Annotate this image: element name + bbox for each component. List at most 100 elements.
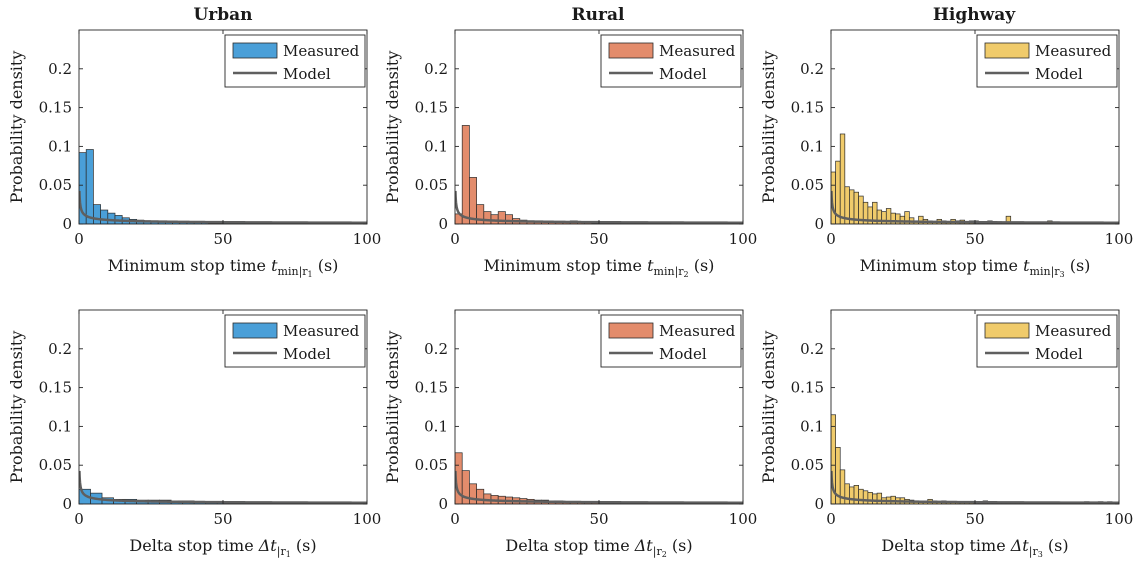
x-tick-label: 50: [965, 230, 984, 248]
y-tick-label: 0.15: [39, 379, 72, 397]
histogram-bar: [505, 214, 513, 224]
histogram-bar: [876, 492, 883, 504]
y-tick-label: 0.15: [791, 379, 824, 397]
y-tick-label: 0: [62, 215, 72, 233]
x-axis-label: Minimum stop time tmin|r3 (s): [860, 256, 1091, 279]
y-tick-label: 0.05: [39, 176, 72, 194]
x-tick-label: 100: [729, 510, 758, 528]
panel-highway-delta: 0 0.05 0.1 0.15 0.2 0 50 100 Probability density…: [759, 309, 1133, 559]
histogram-bar: [469, 483, 477, 504]
y-tick-label: 0: [438, 495, 448, 513]
histogram-bar: [107, 212, 116, 224]
legend-measured-swatch: [984, 42, 1030, 59]
histogram-bar: [1005, 215, 1012, 224]
histogram-bars: [455, 125, 672, 224]
x-axis-label: Delta stop time Δt|r3 (s): [881, 536, 1068, 559]
histogram-bar: [469, 177, 477, 224]
histogram-bar: [862, 490, 869, 504]
column-title-urban: Urban: [193, 5, 252, 25]
panel-urban-delta: 0 0.05 0.1 0.15 0.2 0 50 100 Probability density…: [7, 309, 381, 559]
y-tick-label: 0.2: [800, 340, 824, 358]
y-tick-label: 0.1: [424, 137, 448, 155]
x-tick-label: 50: [589, 230, 608, 248]
histogram-bars: [831, 133, 1053, 224]
histogram-bar: [483, 211, 492, 224]
legend-measured-swatch: [232, 42, 278, 59]
histogram-bars: [455, 452, 743, 504]
panel-highway-min: 0 0.05 0.1 0.15 0.2 0 50 100 Probability density…: [759, 29, 1134, 279]
model-curve: [79, 190, 367, 224]
y-tick-label: 0.05: [415, 456, 448, 474]
legend-measured-label: Measured: [1035, 322, 1112, 340]
legend-measured-label: Measured: [659, 322, 736, 340]
legend-measured-label: Measured: [283, 42, 360, 60]
x-axis-label: Delta stop time Δt|r1 (s): [129, 536, 316, 559]
histogram-bar: [853, 485, 859, 504]
y-tick-label: 0.05: [791, 456, 824, 474]
x-tick-label: 0: [74, 510, 84, 528]
histogram-bars: [79, 149, 310, 224]
x-tick-label: 0: [826, 510, 836, 528]
histogram-bar: [839, 133, 846, 224]
histogram-bar: [85, 149, 94, 224]
y-tick-label: 0.2: [48, 340, 72, 358]
x-tick-label: 100: [1105, 230, 1134, 248]
histogram-bar: [100, 209, 109, 224]
y-tick-label: 0.15: [39, 99, 72, 117]
legend-model-label: Model: [1035, 345, 1083, 363]
y-tick-label: 0.2: [48, 60, 72, 78]
y-tick-label: 0: [814, 215, 824, 233]
model-curve: [79, 470, 367, 504]
y-tick-label: 0.2: [424, 340, 448, 358]
y-tick-label: 0.15: [415, 379, 448, 397]
y-tick-label: 0: [62, 495, 72, 513]
y-tick-label: 0.05: [39, 456, 72, 474]
x-tick-label: 50: [213, 230, 232, 248]
legend-model-label: Model: [283, 345, 331, 363]
legend: Measured Model: [600, 314, 742, 368]
histogram-bar: [476, 488, 485, 504]
y-tick-label: 0: [438, 215, 448, 233]
y-tick-label: 0.1: [424, 417, 448, 435]
legend-measured-swatch: [984, 322, 1030, 339]
x-tick-label: 0: [450, 510, 460, 528]
column-title-highway: Highway: [933, 5, 1016, 25]
histogram-bars: [831, 414, 1113, 504]
x-tick-label: 0: [450, 230, 460, 248]
model-curve: [455, 190, 743, 224]
model-curve: [831, 470, 1119, 504]
y-axis-label: Probability density: [383, 51, 402, 204]
y-tick-label: 0.2: [424, 60, 448, 78]
y-axis-label: Probability density: [383, 331, 402, 484]
legend: Measured Model: [224, 34, 366, 88]
x-tick-label: 50: [965, 510, 984, 528]
histogram-bar: [899, 215, 906, 224]
legend-model-label: Model: [659, 65, 707, 83]
y-tick-label: 0: [814, 495, 824, 513]
legend-measured-label: Measured: [659, 42, 736, 60]
legend-model-label: Model: [659, 345, 707, 363]
x-axis-label: Minimum stop time tmin|r1 (s): [108, 256, 339, 279]
legend-measured-label: Measured: [1035, 42, 1112, 60]
legend-measured-swatch: [608, 322, 654, 339]
x-tick-label: 100: [353, 230, 382, 248]
y-tick-label: 0.2: [800, 60, 824, 78]
legend: Measured Model: [976, 34, 1118, 88]
y-axis-label: Probability density: [759, 51, 778, 204]
histogram-bar: [461, 125, 470, 224]
legend: Measured Model: [224, 314, 366, 368]
y-tick-label: 0.05: [791, 176, 824, 194]
model-curve: [455, 470, 743, 504]
legend: Measured Model: [600, 34, 742, 88]
x-tick-label: 100: [729, 230, 758, 248]
x-tick-label: 0: [74, 230, 84, 248]
y-axis-label: Probability density: [759, 331, 778, 484]
y-tick-label: 0.15: [415, 99, 448, 117]
panel-urban-min: 0 0.05 0.1 0.15 0.2 0 50 100 Probability density…: [7, 29, 382, 279]
y-axis-label: Probability density: [7, 51, 26, 204]
legend-measured-swatch: [232, 322, 278, 339]
panel-rural-delta: 0 0.05 0.1 0.15 0.2 0 50 100 Probability density…: [383, 309, 758, 559]
histogram-bar: [93, 204, 101, 224]
histogram-bar: [858, 488, 864, 504]
